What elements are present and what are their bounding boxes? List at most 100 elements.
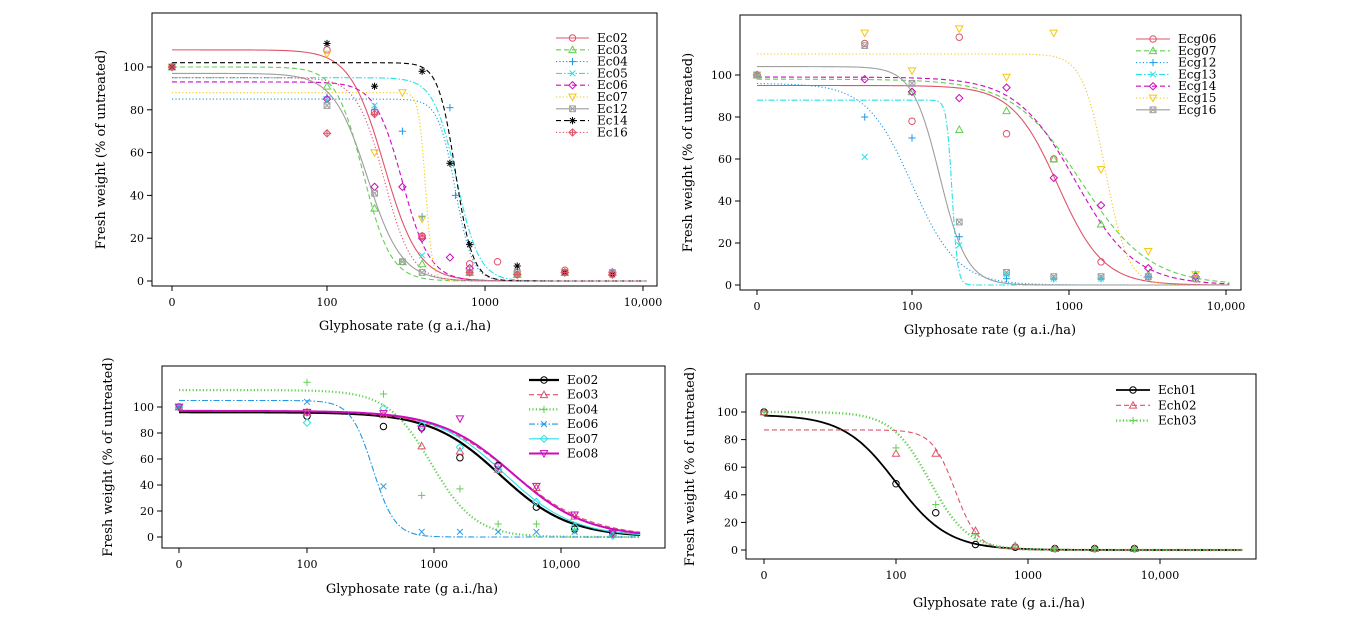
legend-label-Ech03: Ech03	[1158, 414, 1196, 428]
point-Ec12	[399, 258, 406, 266]
legend-label-Ech02: Ech02	[1158, 398, 1196, 412]
point-Ec12	[418, 269, 426, 276]
point-Eo06	[418, 528, 425, 536]
legend-label-Ecg07: Ecg07	[1178, 44, 1216, 58]
legend-marker-Eo07	[539, 434, 549, 444]
legend-marker-Ecg16	[1149, 106, 1157, 114]
curve-Ech01	[763, 414, 1243, 551]
y-tick-label: 100	[123, 61, 144, 74]
legend-label-Ec16: Ec16	[597, 125, 628, 139]
point-Ecg14	[907, 87, 917, 97]
point-Ecg15	[1049, 29, 1059, 38]
legend-marker-Ec04	[568, 58, 577, 66]
point-Eo04	[303, 378, 311, 386]
y-tick-label: 80	[718, 111, 732, 124]
point-Eo07	[608, 531, 618, 541]
legend-marker-Ec07	[568, 93, 577, 102]
point-Ecg13	[1003, 271, 1010, 278]
point-Ecg06	[955, 33, 964, 41]
legend-marker-Ecg14	[1148, 81, 1158, 91]
legend-label-Ecg13: Ecg13	[1178, 67, 1216, 81]
point-Ecg07	[1096, 219, 1106, 228]
y-tick-label: 20	[718, 237, 732, 250]
x-tick-label: 100	[886, 569, 907, 582]
point-Eo06	[380, 483, 387, 490]
y-axis-label: Fresh weight (% of untreated)	[681, 53, 696, 252]
point-Ecg14	[1049, 173, 1059, 183]
point-Ecg16	[1003, 269, 1010, 276]
point-Ecg16	[908, 80, 916, 87]
point-Ec05	[371, 102, 378, 109]
legend-label-Ecg15: Ecg15	[1178, 91, 1216, 105]
curve-Ec06	[172, 81, 647, 282]
legend-label-Ec05: Ec05	[597, 66, 628, 80]
curve-Eo08	[178, 409, 641, 535]
point-Ec02	[323, 46, 331, 54]
x-tick-label: 0	[761, 569, 768, 582]
x-tick-label: 0	[754, 300, 761, 313]
legend-marker-Eo04	[540, 405, 548, 413]
legend-marker-Ecg15	[1148, 94, 1158, 103]
y-tick-label: 100	[717, 406, 738, 419]
point-Ecg14	[860, 74, 870, 84]
point-Ec16	[560, 268, 570, 277]
point-Ecg14	[1144, 263, 1153, 273]
point-Eo04	[379, 390, 388, 398]
legend-marker-Ec12	[569, 105, 576, 113]
point-Ecg15	[1096, 166, 1106, 175]
legend-marker-Ech03	[1129, 417, 1137, 425]
curve-Ecg06	[757, 84, 1230, 286]
point-Eo08	[417, 425, 427, 434]
legend-label-Ec14: Ec14	[597, 114, 628, 128]
legend-marker-Eo06	[540, 420, 548, 428]
point-Eo06	[456, 528, 464, 536]
point-Eo08	[608, 529, 618, 538]
point-Ec07	[397, 89, 407, 98]
y-tick-label: 100	[133, 401, 154, 414]
point-Ech01	[892, 480, 900, 488]
legend-label-Ec04: Ec04	[597, 55, 628, 69]
plot-frame	[161, 365, 666, 549]
point-Ech01	[931, 509, 940, 517]
curve-Ech02	[764, 429, 1243, 551]
y-tick-label: 80	[140, 427, 154, 440]
y-tick-label: 0	[725, 279, 732, 292]
point-Ecg15	[954, 25, 964, 34]
point-Ec06	[398, 182, 407, 192]
point-Ech02	[931, 448, 941, 457]
point-Ecg14	[954, 93, 964, 103]
plot-frame	[739, 14, 1242, 291]
legend-marker-Eo08	[539, 450, 549, 459]
point-Eo07	[455, 442, 465, 452]
x-tick-label: 10,000	[1141, 569, 1180, 582]
y-tick-label: 40	[724, 489, 738, 502]
curve-Ecg16	[757, 66, 1230, 286]
point-Ec03	[322, 81, 332, 90]
legend-label-Eo02: Eo02	[567, 373, 598, 387]
y-tick-label: 40	[140, 479, 154, 492]
x-axis-label: Glyphosate rate (g a.i./ha)	[326, 582, 498, 597]
x-tick-label: 1000	[1055, 300, 1083, 313]
y-tick-label: 60	[724, 461, 738, 474]
point-Ec02	[493, 258, 502, 266]
x-tick-label: 10,000	[1207, 300, 1246, 313]
point-Ec04	[446, 104, 454, 112]
point-Ecg13	[1050, 275, 1058, 282]
point-Ec16	[322, 129, 332, 138]
point-Ec03	[417, 259, 427, 268]
point-Eo04	[532, 520, 540, 528]
legend-marker-Ecg13	[1149, 71, 1157, 78]
point-Ech03	[760, 408, 768, 416]
point-Eo07	[570, 522, 579, 531]
point-Eo07	[493, 465, 503, 474]
legend-marker-Ech01	[1129, 386, 1137, 394]
curve-Ech03	[763, 410, 1243, 552]
x-tick-label: 100	[902, 300, 923, 313]
plot-frame	[745, 373, 1257, 560]
legend-label-Eo06: Eo06	[567, 417, 598, 431]
curve-layer	[763, 410, 1243, 552]
point-Ec16	[608, 270, 617, 279]
